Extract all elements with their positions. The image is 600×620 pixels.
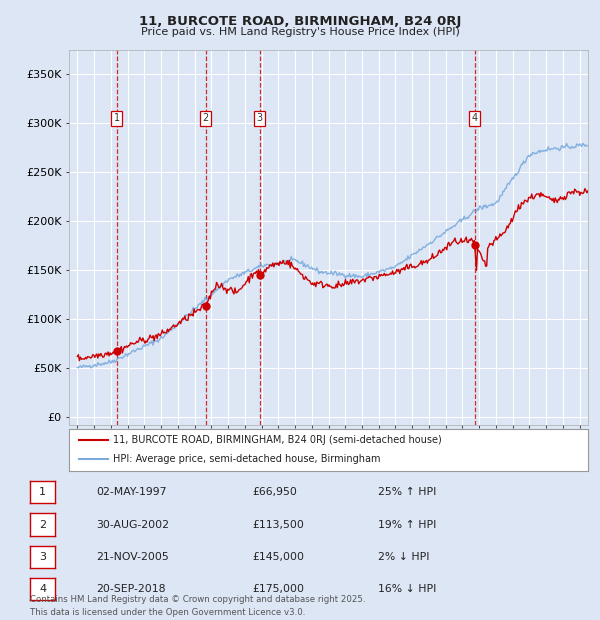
- Text: 20-SEP-2018: 20-SEP-2018: [96, 584, 166, 594]
- Text: £113,500: £113,500: [252, 520, 304, 529]
- Text: £175,000: £175,000: [252, 584, 304, 594]
- Text: 11, BURCOTE ROAD, BIRMINGHAM, B24 0RJ: 11, BURCOTE ROAD, BIRMINGHAM, B24 0RJ: [139, 15, 461, 28]
- Text: 3: 3: [39, 552, 46, 562]
- Text: 25% ↑ HPI: 25% ↑ HPI: [378, 487, 436, 497]
- Text: Price paid vs. HM Land Registry's House Price Index (HPI): Price paid vs. HM Land Registry's House …: [140, 27, 460, 37]
- Text: 1: 1: [113, 113, 119, 123]
- Text: HPI: Average price, semi-detached house, Birmingham: HPI: Average price, semi-detached house,…: [113, 454, 380, 464]
- Text: 2: 2: [39, 520, 46, 529]
- Text: 19% ↑ HPI: 19% ↑ HPI: [378, 520, 436, 529]
- Text: 02-MAY-1997: 02-MAY-1997: [96, 487, 167, 497]
- Text: 1: 1: [39, 487, 46, 497]
- Text: 2: 2: [202, 113, 209, 123]
- Text: 21-NOV-2005: 21-NOV-2005: [96, 552, 169, 562]
- Text: 16% ↓ HPI: 16% ↓ HPI: [378, 584, 436, 594]
- Text: 30-AUG-2002: 30-AUG-2002: [96, 520, 169, 529]
- Text: Contains HM Land Registry data © Crown copyright and database right 2025.
This d: Contains HM Land Registry data © Crown c…: [30, 595, 365, 617]
- Text: 4: 4: [472, 113, 478, 123]
- Text: 2% ↓ HPI: 2% ↓ HPI: [378, 552, 430, 562]
- Text: 4: 4: [39, 584, 46, 594]
- Text: £66,950: £66,950: [252, 487, 297, 497]
- Text: £145,000: £145,000: [252, 552, 304, 562]
- Text: 3: 3: [257, 113, 263, 123]
- Text: 11, BURCOTE ROAD, BIRMINGHAM, B24 0RJ (semi-detached house): 11, BURCOTE ROAD, BIRMINGHAM, B24 0RJ (s…: [113, 435, 442, 445]
